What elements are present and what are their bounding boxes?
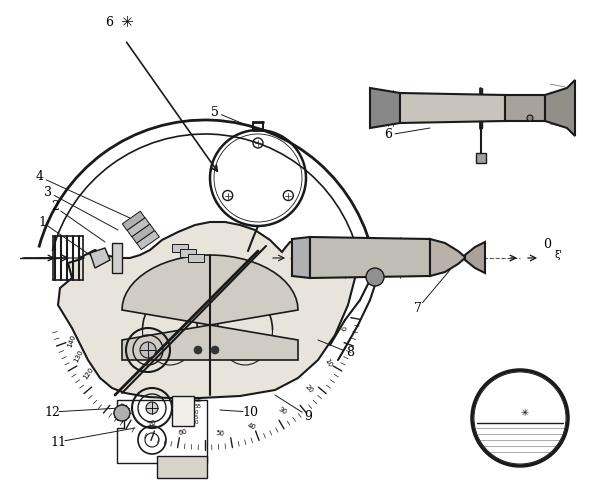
Polygon shape: [505, 95, 545, 121]
Text: 30: 30: [277, 406, 288, 416]
Polygon shape: [430, 239, 465, 276]
Polygon shape: [157, 456, 207, 478]
Text: 11: 11: [50, 436, 66, 448]
Circle shape: [366, 268, 384, 286]
Text: 80: 80: [116, 402, 127, 412]
Polygon shape: [127, 218, 150, 237]
Text: 130: 130: [73, 349, 84, 364]
Text: 60: 60: [178, 429, 188, 436]
Polygon shape: [137, 230, 160, 249]
Text: 6: 6: [384, 129, 392, 141]
Text: 0: 0: [543, 238, 551, 250]
Text: 7: 7: [414, 301, 422, 315]
Polygon shape: [122, 211, 145, 230]
Circle shape: [114, 405, 130, 421]
Text: 10: 10: [242, 406, 258, 418]
Polygon shape: [132, 224, 155, 243]
Text: 0: 0: [195, 409, 199, 414]
Circle shape: [146, 402, 158, 414]
Polygon shape: [188, 254, 204, 262]
Text: 6: 6: [105, 16, 113, 28]
Text: 58: 58: [195, 399, 202, 404]
Text: 9: 9: [304, 409, 312, 422]
Polygon shape: [292, 237, 310, 278]
Polygon shape: [476, 153, 486, 163]
Text: 3: 3: [44, 186, 52, 198]
Polygon shape: [310, 237, 430, 278]
Polygon shape: [172, 244, 188, 252]
Text: 55: 55: [195, 404, 202, 409]
Polygon shape: [90, 248, 110, 268]
Polygon shape: [400, 93, 505, 123]
Polygon shape: [370, 88, 400, 128]
Polygon shape: [545, 80, 575, 136]
Text: 5: 5: [211, 106, 219, 118]
Text: 120: 120: [82, 366, 95, 381]
Polygon shape: [465, 242, 485, 273]
Polygon shape: [180, 249, 196, 257]
Text: 50: 50: [215, 430, 224, 436]
Text: 4: 4: [36, 170, 44, 184]
Text: 140: 140: [67, 333, 77, 348]
Text: 70: 70: [146, 419, 157, 428]
Polygon shape: [58, 222, 355, 398]
Text: 2: 2: [51, 200, 59, 214]
Text: 40: 40: [246, 422, 256, 431]
Text: 1: 1: [38, 216, 46, 228]
Polygon shape: [112, 243, 122, 273]
Text: 0: 0: [338, 326, 346, 332]
Text: 10: 10: [323, 357, 333, 368]
Circle shape: [527, 115, 533, 121]
Text: 5: 5: [195, 415, 199, 420]
Text: 8: 8: [346, 347, 354, 359]
Text: ✳: ✳: [521, 408, 529, 418]
Polygon shape: [122, 255, 298, 360]
Circle shape: [140, 342, 156, 358]
Circle shape: [211, 346, 219, 354]
Text: ✳: ✳: [120, 15, 133, 29]
Text: ξ': ξ': [554, 250, 562, 260]
Text: 12: 12: [44, 406, 60, 418]
Text: 0: 0: [195, 420, 199, 426]
Polygon shape: [172, 396, 194, 426]
Text: 20: 20: [304, 383, 314, 394]
Circle shape: [194, 346, 202, 354]
